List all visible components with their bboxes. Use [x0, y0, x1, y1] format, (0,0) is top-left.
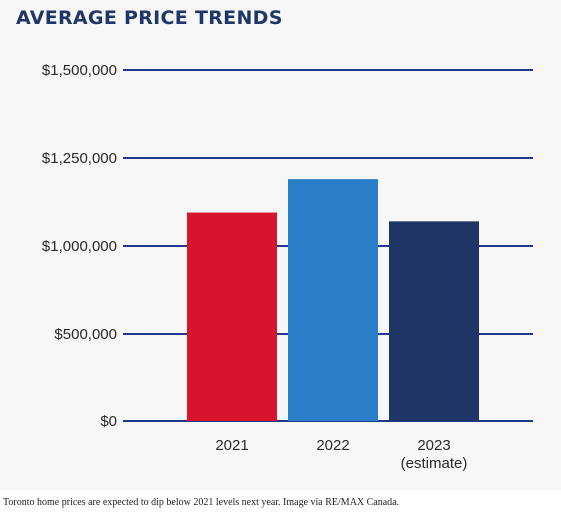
- x-tick-label: (estimate): [401, 455, 468, 472]
- y-tick-label: $500,000: [54, 326, 117, 343]
- x-tick-label: 2022: [316, 437, 349, 454]
- chart-area: AVERAGE PRICE TRENDS $0 $500,000 $1,000,00…: [16, 7, 533, 472]
- y-tick-label: $1,500,000: [42, 62, 117, 79]
- y-tick-label: $0: [100, 413, 117, 430]
- image-caption: Toronto home prices are expected to dip …: [3, 497, 400, 508]
- x-tick-label: 2021: [215, 437, 248, 454]
- bar: [187, 212, 277, 421]
- x-tick-label: 2023: [417, 437, 450, 454]
- bar-chart: $0 $500,000 $1,000,000 $1,250,000 $1,500,000…: [42, 62, 533, 472]
- bar: [288, 179, 378, 421]
- chart-title: AVERAGE PRICE TRENDS: [16, 7, 283, 29]
- bar: [389, 221, 479, 421]
- y-tick-label: $1,000,000: [42, 238, 117, 255]
- y-tick-label: $1,250,000: [42, 150, 117, 167]
